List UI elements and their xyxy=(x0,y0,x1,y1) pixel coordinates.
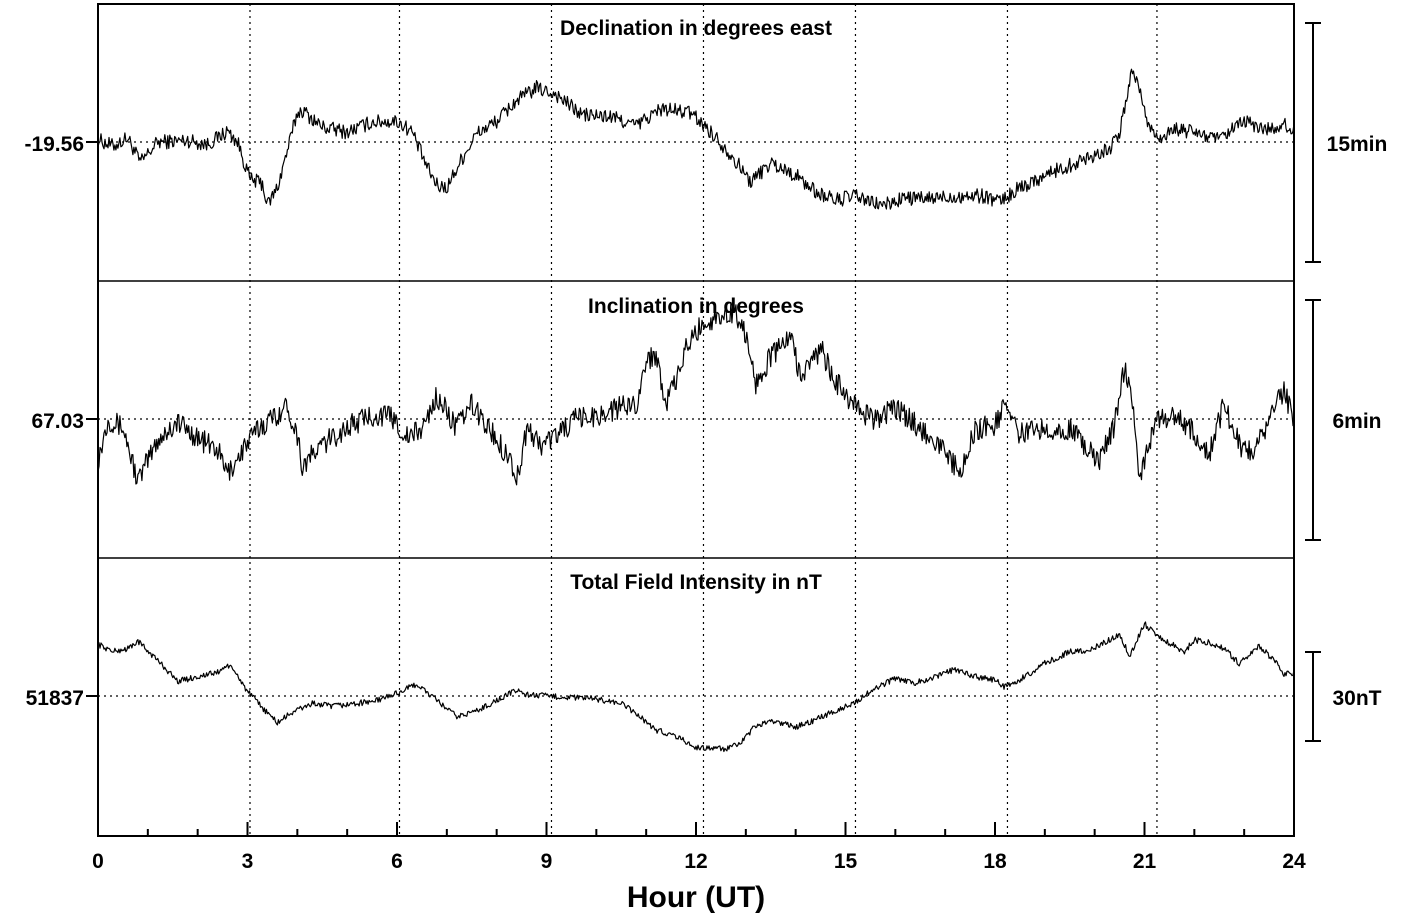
scale-label-inclination: 6min xyxy=(1332,410,1381,433)
x-tick-label-24: 24 xyxy=(1282,850,1306,873)
panel-title-inclination: Inclination in degrees xyxy=(588,295,804,318)
x-axis-label: Hour (UT) xyxy=(627,881,765,914)
x-tick-label-18: 18 xyxy=(983,850,1007,873)
label-layer: Declination in degrees east Inclination … xyxy=(24,17,1387,914)
x-tick-label-0: 0 xyxy=(92,850,104,873)
x-tick-label-12: 12 xyxy=(684,850,707,873)
panel-title-total-field: Total Field Intensity in nT xyxy=(570,571,822,594)
x-tick-label-15: 15 xyxy=(834,850,858,873)
x-tick-label-21: 21 xyxy=(1133,850,1157,873)
x-tick-label-9: 9 xyxy=(541,850,553,873)
x-tick-label-6: 6 xyxy=(391,850,403,873)
x-tick-label-3: 3 xyxy=(242,850,254,873)
declination-trace xyxy=(97,68,1295,210)
total-field-trace xyxy=(97,621,1295,753)
baseline-label-total-field: 51837 xyxy=(26,687,84,710)
scale-label-total-field: 30nT xyxy=(1332,687,1381,710)
series-layer xyxy=(97,68,1295,753)
x-axis: 0 3 6 9 12 15 18 21 24 xyxy=(92,822,1306,873)
scale-bars xyxy=(1305,22,1321,742)
panel-title-declination: Declination in degrees east xyxy=(560,17,832,40)
inclination-trace xyxy=(97,301,1295,486)
scale-label-declination: 15min xyxy=(1327,133,1388,156)
baseline-label-inclination: 67.03 xyxy=(31,410,84,433)
baseline-label-declination: -19.56 xyxy=(24,133,84,156)
